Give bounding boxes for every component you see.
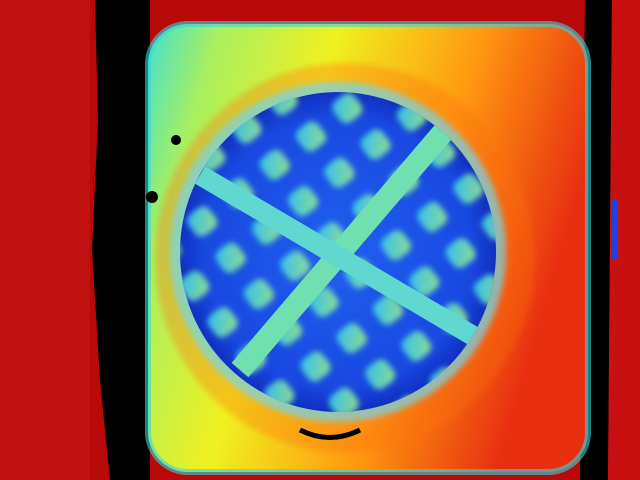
plate-edge bbox=[145, 21, 591, 475]
artifact bbox=[298, 427, 362, 440]
left-shadow bbox=[92, 0, 150, 480]
left-wall bbox=[0, 0, 90, 480]
artifact bbox=[612, 200, 618, 260]
right-wall bbox=[608, 0, 640, 480]
artifact bbox=[171, 135, 181, 145]
artifact bbox=[146, 191, 158, 203]
divider bbox=[194, 166, 486, 349]
waffle-grid bbox=[180, 92, 496, 412]
